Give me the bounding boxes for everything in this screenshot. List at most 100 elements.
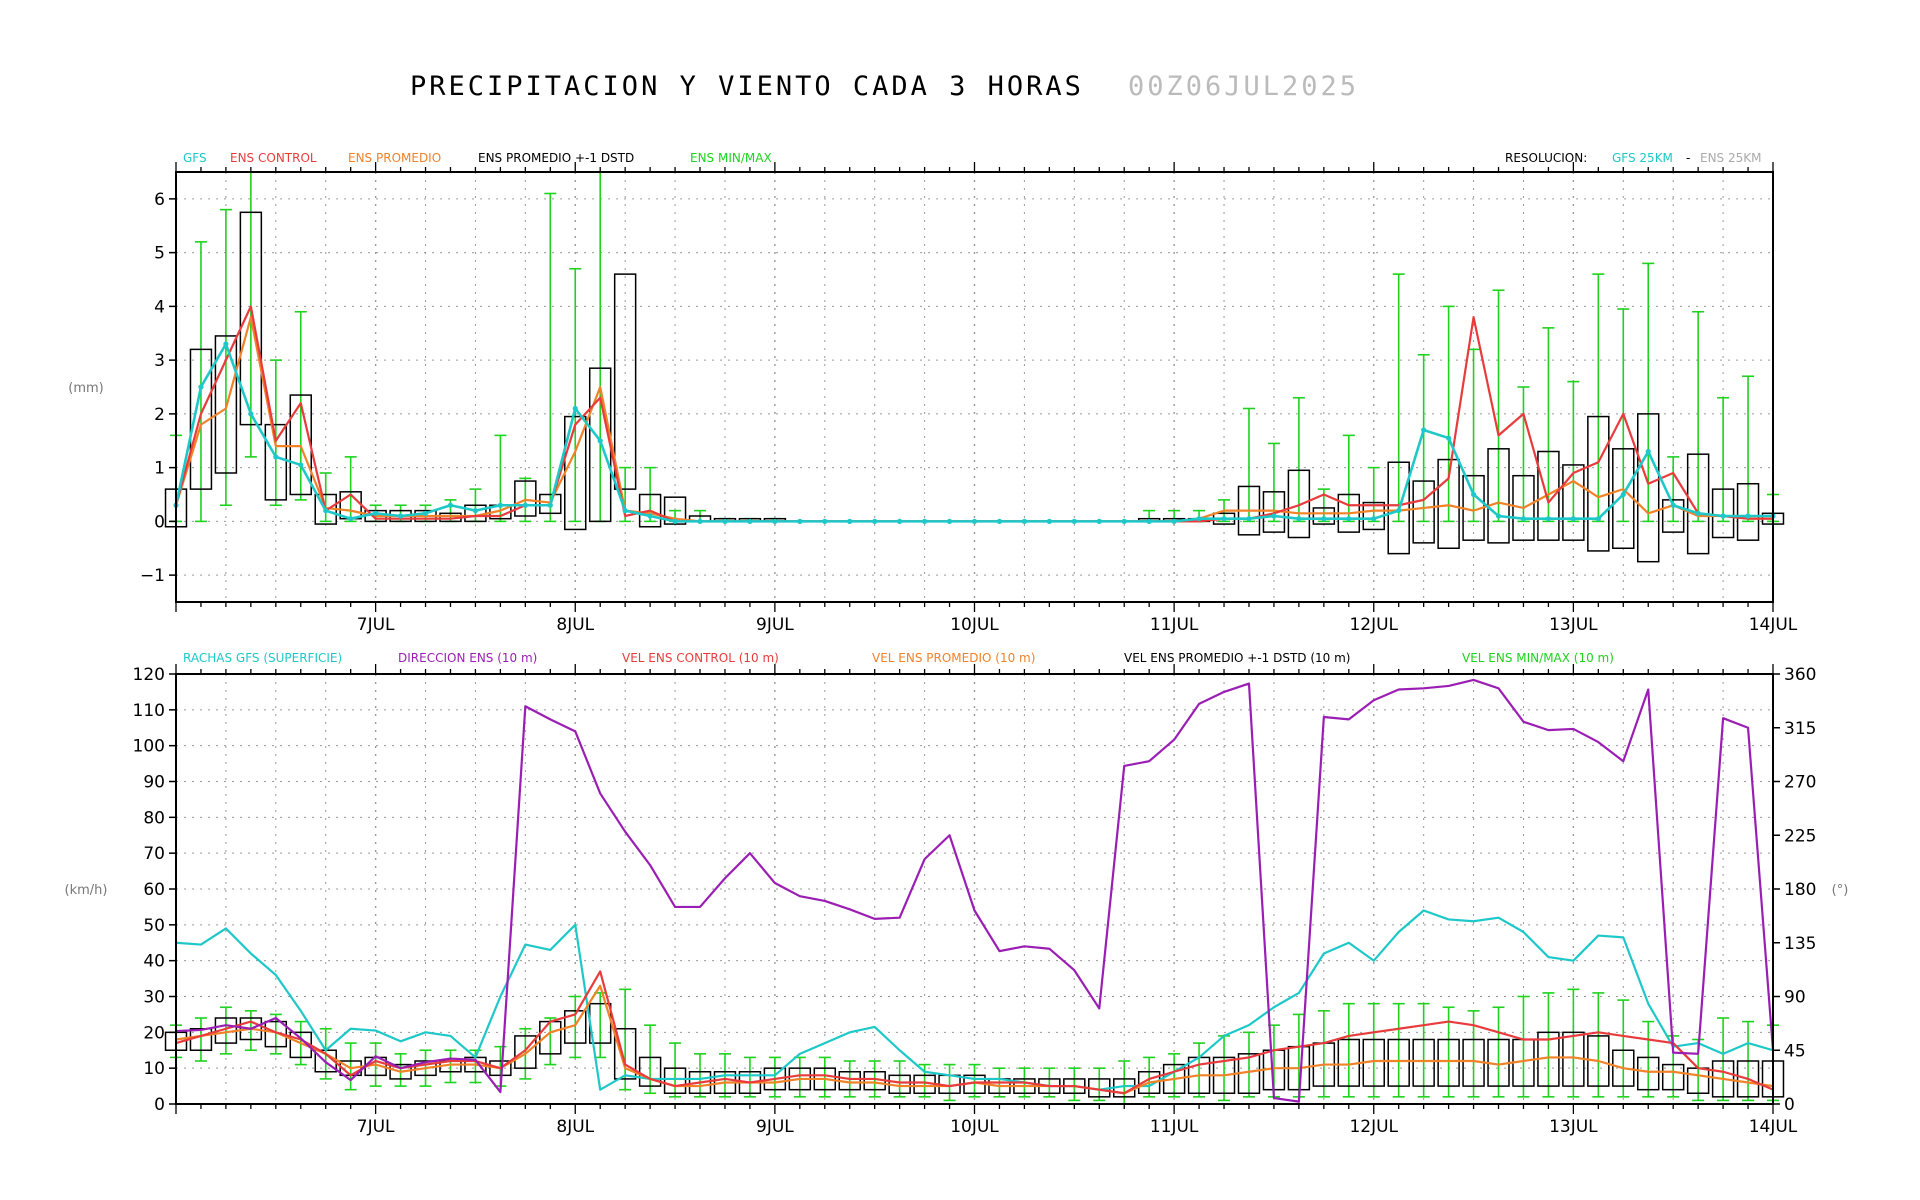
x-tick-label: 13JUL — [1549, 615, 1598, 635]
gfs-point — [1046, 518, 1052, 524]
std-box — [1387, 1038, 1410, 1087]
std-box — [1637, 1056, 1660, 1091]
gfs-point — [1296, 516, 1302, 522]
gfs-point — [996, 518, 1003, 524]
gfs-point — [1695, 510, 1701, 516]
y-axis-label: (km/h) — [65, 883, 108, 898]
std-box — [663, 1067, 687, 1094]
std-box — [1437, 458, 1460, 549]
precip-legend: GFS ENS CONTROL ENS PROMEDIO ENS PROMEDI… — [183, 151, 772, 165]
gfs-point — [1096, 518, 1102, 524]
gfs-point — [1246, 516, 1252, 522]
y-tick-label: 40 — [143, 952, 165, 972]
std-box — [564, 1010, 587, 1044]
gfs-point — [822, 518, 828, 524]
x-tick-label: 11JUL — [1150, 1117, 1199, 1137]
x-tick-label: 9JUL — [756, 615, 794, 635]
gfs-point — [722, 518, 728, 524]
gfs-point — [1421, 427, 1427, 433]
gfs-point — [1271, 513, 1277, 519]
y-tick-label: 70 — [143, 844, 165, 864]
std-box — [1686, 453, 1710, 555]
gfs-point — [422, 510, 429, 516]
std-box — [214, 335, 238, 474]
gfs-point — [1371, 516, 1377, 522]
series-vel-ens-control-10-m — [175, 970, 1774, 1095]
std-box — [539, 493, 562, 515]
gfs-point — [1346, 516, 1352, 522]
std-box — [239, 1017, 263, 1041]
gfs-point — [1021, 518, 1028, 524]
gfs-point — [198, 384, 204, 390]
std-box — [1637, 413, 1660, 563]
x-tick-label: 7JUL — [357, 1117, 395, 1137]
wind-panel: 0 10 20 30 40 50 60 70 80 90 100 110 120 0 45 90 135 180 2… — [65, 664, 1849, 1137]
std-box — [1711, 488, 1735, 539]
y-tick-label: 2 — [154, 405, 165, 425]
std-box — [1736, 483, 1760, 541]
y2-tick-label: 225 — [1784, 826, 1816, 846]
resolution-sep: - — [1686, 151, 1690, 165]
gfs-point — [847, 518, 853, 524]
std-box — [1612, 1049, 1635, 1087]
gfs-point — [1645, 448, 1651, 455]
resolution-label: RESOLUCION: — [1505, 151, 1587, 165]
gfs-point — [273, 454, 279, 460]
std-box — [264, 1020, 288, 1048]
y2-tick-label: 135 — [1784, 934, 1816, 954]
std-box — [189, 348, 213, 490]
y-tick-label: 80 — [143, 808, 165, 828]
y-tick-label: 20 — [143, 1023, 165, 1043]
y-tick-label: 6 — [154, 190, 165, 210]
y2-tick-label: 180 — [1784, 880, 1816, 900]
gfs-point — [597, 438, 603, 444]
y-tick-label: 3 — [154, 351, 165, 371]
precip-panel: −1 0 1 2 3 4 5 6 7JUL 8JUL 9JUL 10JUL 11JUL 12JUL 13JU… — [68, 162, 1798, 635]
gfs-point — [747, 518, 753, 524]
legend-rachas-gfs: RACHAS GFS (SUPERFICIE) — [183, 651, 342, 665]
x-tick-label: 7JUL — [357, 615, 395, 635]
gfs-point — [622, 508, 628, 514]
x-tick-label: 14JUL — [1749, 615, 1798, 635]
legend-ens-promedio: ENS PROMEDIO — [348, 151, 441, 165]
gfs-point — [897, 518, 903, 524]
std-box — [763, 1067, 787, 1091]
chart-title-text: PRECIPITACION Y VIENTO CADA 3 HORAS — [410, 71, 1084, 102]
gfs-point — [547, 502, 553, 508]
y2-axis-label: (°) — [1832, 883, 1849, 898]
std-box — [514, 1035, 537, 1069]
gfs-point — [522, 502, 528, 508]
gfs-point — [1545, 516, 1552, 522]
x-tick-label: 8JUL — [556, 615, 594, 635]
y-tick-label: 90 — [143, 773, 165, 793]
y-tick-label: 0 — [154, 512, 165, 532]
gfs-point — [397, 513, 404, 519]
std-box — [1312, 507, 1336, 525]
y-axis-label: (mm) — [68, 381, 103, 396]
gfs-point — [1321, 516, 1327, 522]
gfs-point — [921, 518, 928, 524]
gfs-point — [497, 502, 503, 508]
std-box — [514, 480, 537, 517]
std-box — [389, 1063, 412, 1080]
x-tick-label: 8JUL — [556, 1117, 594, 1137]
std-box — [414, 1060, 437, 1077]
y-tick-label: 60 — [143, 880, 165, 900]
series-direccion-ens-10-m — [175, 678, 1775, 1103]
gfs-point — [1146, 518, 1152, 524]
gfs-point — [1570, 516, 1576, 522]
std-box — [1412, 1038, 1435, 1087]
std-box — [613, 1028, 637, 1080]
resolution-gfs: GFS 25KM — [1612, 151, 1673, 165]
std-box — [1437, 1038, 1460, 1087]
std-box — [1512, 474, 1535, 541]
gfs-point — [672, 518, 678, 524]
resolution-legend: RESOLUCION: GFS 25KM - ENS 25KM — [1505, 151, 1761, 165]
std-box — [264, 423, 288, 501]
x-tick-label: 10JUL — [950, 615, 999, 635]
gfs-point — [946, 518, 953, 524]
wind-legend: RACHAS GFS (SUPERFICIE) DIRECCION ENS (1… — [183, 651, 1614, 665]
gfs-point — [223, 341, 229, 347]
gfs-point — [1495, 513, 1502, 519]
